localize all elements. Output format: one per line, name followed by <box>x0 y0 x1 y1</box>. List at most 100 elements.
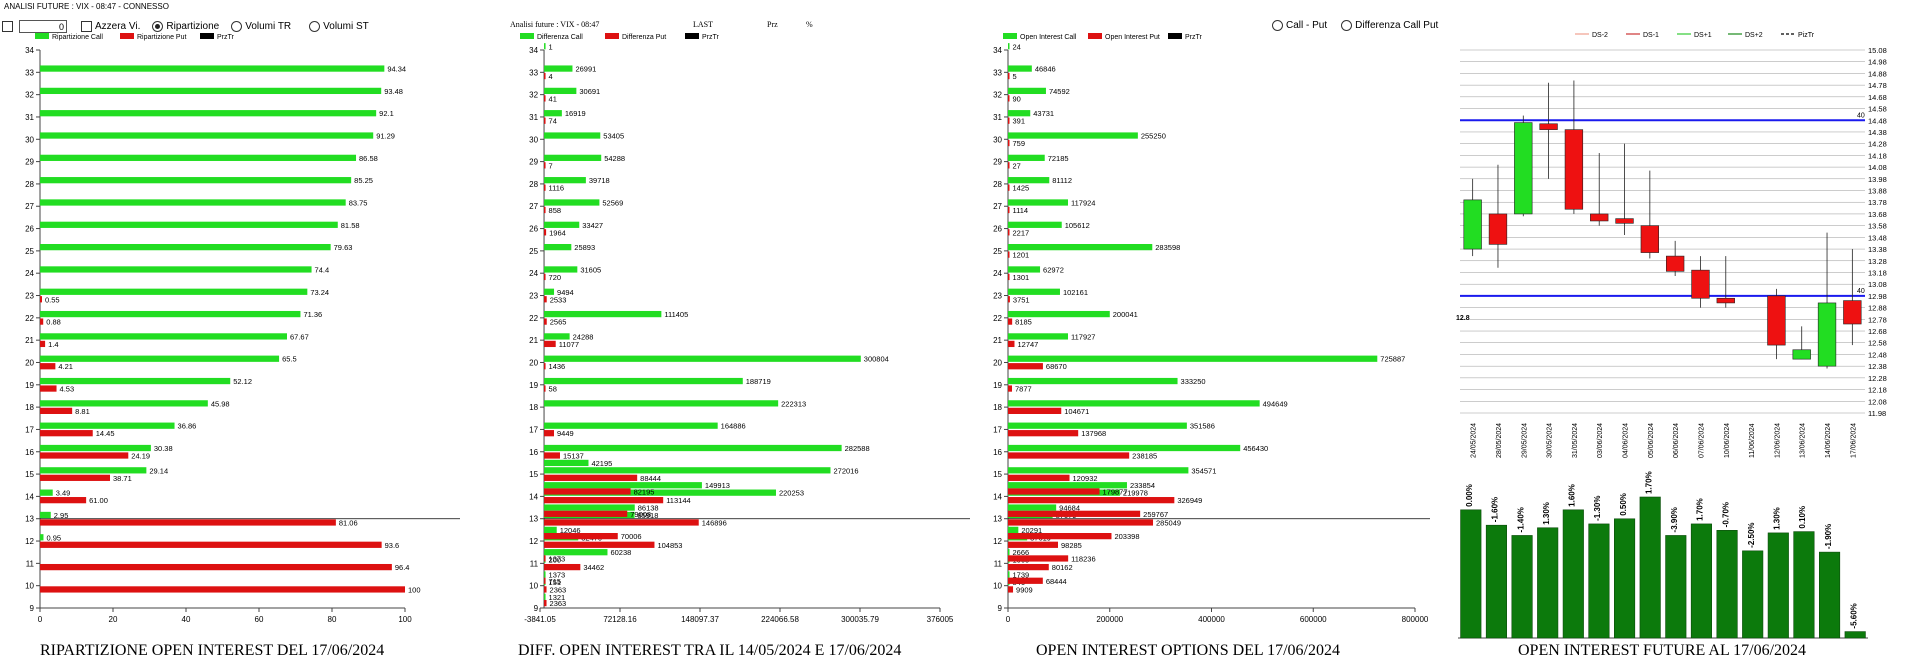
future-oi-label: -1.90% <box>1824 524 1833 549</box>
call-bar <box>1008 65 1032 72</box>
call-bar-label: 91.29 <box>376 132 395 141</box>
call-bar-label: 725887 <box>1380 355 1405 364</box>
ripartizione-option[interactable]: Ripartizione <box>152 20 219 32</box>
candle-body <box>1691 269 1710 299</box>
future-oi-label: -2.50% <box>1747 522 1756 547</box>
call-bar <box>544 244 572 251</box>
legend-swatch <box>605 33 619 39</box>
call-bar <box>40 310 301 318</box>
call-bar-label: 494649 <box>1263 399 1288 408</box>
candle-body <box>1817 302 1837 367</box>
future-oi-bar <box>1511 535 1533 639</box>
put-bar <box>544 229 547 236</box>
put-bar-extra <box>1008 555 1069 562</box>
put-bar-label: 5 <box>1013 72 1017 81</box>
y-tick-label: 32 <box>529 91 538 100</box>
y-tick-label: 23 <box>25 292 34 301</box>
put-bar-label: 1201 <box>1013 251 1030 260</box>
y-tick-label: 34 <box>993 46 1002 55</box>
diff-call-put-option[interactable]: Differenza Call Put <box>1341 20 1438 31</box>
checkbox-main[interactable] <box>2 20 13 32</box>
y-tick-label: 28 <box>529 180 538 189</box>
call-bar-label: 164886 <box>721 422 746 431</box>
put-bar-extra-label: 70006 <box>621 532 642 541</box>
put-bar <box>1008 586 1014 593</box>
put-bar-label: 0.88 <box>46 318 61 327</box>
call-bar-label: 3.49 <box>56 489 71 498</box>
put-bar-label: 9449 <box>557 429 574 438</box>
y-tick-label: 12.18 <box>1868 386 1887 395</box>
put-bar-label: 1114 <box>1013 206 1029 215</box>
candle-body <box>1792 349 1811 360</box>
put-bar <box>40 586 405 593</box>
put-bar <box>1008 474 1070 481</box>
call-put-option[interactable]: Call - Put <box>1272 20 1327 31</box>
y-tick-label: 11 <box>530 559 539 568</box>
put-bar <box>40 519 336 526</box>
y-tick-label: 14 <box>25 492 34 501</box>
put-bar <box>544 541 655 548</box>
legend-swatch <box>1003 33 1017 39</box>
volumi-tr-radio[interactable] <box>231 20 243 32</box>
call-put-radio[interactable] <box>1272 20 1283 31</box>
call-bar <box>1008 177 1050 184</box>
y-tick-label: 15 <box>25 470 34 479</box>
call-bar-label: 86.58 <box>359 154 378 163</box>
future-oi-label: -1.60% <box>1491 497 1500 522</box>
y-tick-label: 15 <box>993 470 1002 479</box>
call-bar-label: 272016 <box>833 466 858 475</box>
call-bar-label: 188719 <box>746 377 771 386</box>
put-bar <box>1008 563 1049 571</box>
candle-legend-label: PizTr <box>1798 32 1815 39</box>
put-bar-label: 7877 <box>1015 385 1032 394</box>
candlestick-chart: DS-2 DS-1 DS+1 DS+2 PizTr 15.08 14.98 14.88 14.7… <box>1456 32 1887 458</box>
toolbar: 0 Azzera Vi. Ripartizione Volumi TR Volu… <box>2 16 369 36</box>
azzera-checkbox[interactable] <box>81 20 92 32</box>
put-bar <box>1008 497 1175 504</box>
volumi-tr-label: Volumi TR <box>245 20 292 32</box>
put-bar-label: 100 <box>408 585 421 594</box>
put-bar-label: 74 <box>549 117 557 126</box>
put-bar-label: 2565 <box>550 318 567 327</box>
put-bar-label: 1301 <box>1013 273 1030 282</box>
future-oi-label: -1.30% <box>1593 496 1602 521</box>
call-bar-label: 73.24 <box>310 288 329 297</box>
legend-label: Ripartizione Put <box>137 34 186 41</box>
call-bar-extra-label: 12046 <box>560 526 581 535</box>
y-tick-label: 28 <box>993 180 1002 189</box>
future-oi-bar <box>1767 532 1789 639</box>
ripartizione-radio[interactable] <box>152 20 164 32</box>
put-bar <box>1008 363 1043 370</box>
call-bar-label: 0.95 <box>46 533 61 542</box>
volumi-st-radio[interactable] <box>309 20 321 32</box>
future-oi-chart: 0.00% -1.60% -1.40% 1.30% 1.60% -1.30% 0.50% 1.… <box>1458 471 1868 639</box>
future-oi-bar <box>1665 535 1687 639</box>
y-tick-label: 34 <box>529 46 538 55</box>
chart-title-options: OPEN INTEREST OPTIONS DEL 17/06/2024 <box>1036 642 1340 659</box>
value-input[interactable]: 0 <box>19 19 67 33</box>
call-bar-label: 300804 <box>864 355 889 364</box>
call-bar <box>40 87 382 95</box>
y-tick-label: 33 <box>529 68 538 77</box>
put-bar <box>1008 206 1010 214</box>
call-bar-label: 74592 <box>1049 87 1070 96</box>
y-tick-label: 13.28 <box>1868 257 1887 266</box>
put-bar <box>544 296 547 303</box>
future-oi-label: -0.70% <box>1721 502 1730 527</box>
candle-body <box>1488 213 1508 245</box>
put-bar-extra <box>544 533 618 540</box>
y-tick-label: 9 <box>998 604 1003 613</box>
y-tick-label: 21 <box>529 336 538 345</box>
call-bar-extra <box>1008 504 1057 511</box>
y-tick-label: 9 <box>30 604 35 613</box>
volumi-st-option[interactable]: Volumi ST <box>309 20 369 32</box>
volumi-tr-option[interactable]: Volumi TR <box>231 20 292 32</box>
call-bar-extra-label: 60238 <box>610 548 631 557</box>
azzera-option[interactable]: Azzera Vi. <box>81 20 140 32</box>
call-bar <box>1008 333 1068 340</box>
put-bar-label: 4.53 <box>60 385 75 394</box>
diff-call-put-radio[interactable] <box>1341 20 1353 31</box>
call-bar-label: 24288 <box>573 332 594 341</box>
call-bar-label: 81.58 <box>341 221 360 230</box>
y-tick-label: 22 <box>529 314 538 323</box>
